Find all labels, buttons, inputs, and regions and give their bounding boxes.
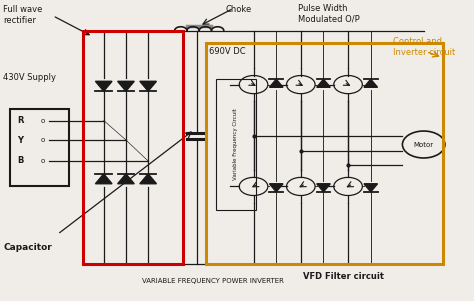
Polygon shape [140, 81, 156, 91]
Text: VARIABLE FREQUENCY POWER INVERTER: VARIABLE FREQUENCY POWER INVERTER [143, 278, 284, 284]
Text: B: B [17, 157, 24, 166]
Text: Full wave
rectifier: Full wave rectifier [3, 5, 43, 25]
Polygon shape [317, 184, 330, 192]
Polygon shape [95, 174, 112, 184]
Polygon shape [95, 81, 112, 91]
Text: o: o [41, 117, 45, 123]
Text: Pulse Width
Modulated O/P: Pulse Width Modulated O/P [299, 4, 360, 24]
Text: Choke: Choke [225, 5, 251, 14]
Polygon shape [269, 79, 283, 87]
Text: 430V Supply: 430V Supply [3, 73, 56, 82]
Polygon shape [118, 174, 134, 184]
Polygon shape [269, 184, 283, 192]
Polygon shape [118, 81, 134, 91]
Text: 690V DC: 690V DC [209, 47, 245, 56]
Text: o: o [41, 158, 45, 164]
Polygon shape [364, 184, 378, 192]
Polygon shape [317, 79, 330, 87]
Polygon shape [364, 79, 378, 87]
Text: Control and
Inverter circuit: Control and Inverter circuit [393, 37, 455, 57]
Text: o: o [41, 137, 45, 143]
Text: Y: Y [17, 135, 23, 144]
Text: Motor: Motor [414, 141, 434, 147]
Text: VFD Filter circuit: VFD Filter circuit [303, 272, 384, 281]
Text: Variable Frequency Circuit: Variable Frequency Circuit [233, 109, 238, 180]
Polygon shape [140, 174, 156, 184]
Text: Capacitor: Capacitor [3, 244, 52, 252]
Text: R: R [17, 116, 24, 125]
